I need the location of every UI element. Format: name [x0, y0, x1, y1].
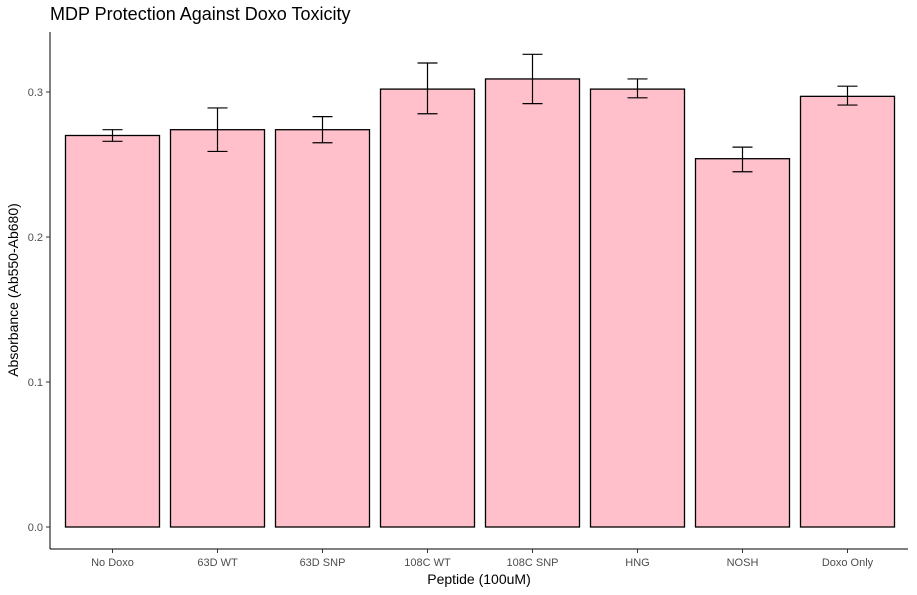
x-tick-label: No Doxo: [91, 557, 134, 569]
bar: [274, 129, 371, 528]
bar: [484, 78, 581, 528]
y-tick-label: 0.2: [28, 232, 43, 244]
x-tick-label: HNG: [625, 557, 649, 569]
y-ticks-group: 0.0 0.1 0.2 0.3: [28, 87, 50, 534]
x-tick-label: 108C WT: [404, 557, 451, 569]
error-bars-group: [102, 53, 858, 173]
bars-group: [64, 78, 896, 528]
x-tick-label: 63D SNP: [300, 557, 346, 569]
bar: [694, 158, 791, 528]
y-axis-title: Absorbance (Ab550-Ab680): [5, 203, 21, 377]
bar: [589, 88, 686, 528]
y-tick-label: 0.0: [28, 522, 43, 534]
bar: [379, 88, 476, 528]
x-tick-label: 63D WT: [197, 557, 238, 569]
x-tick-label: 108C SNP: [507, 557, 559, 569]
x-tick-label: Doxo Only: [822, 557, 874, 569]
x-ticks-group: No Doxo 63D WT 63D SNP 108C WT 108C SNP HNG NO…: [91, 549, 874, 569]
bar: [169, 129, 266, 528]
x-axis-title: Peptide (100uM): [427, 571, 531, 587]
x-tick-label: NOSH: [727, 557, 759, 569]
chart-title: MDP Protection Against Doxo Toxicity: [50, 4, 350, 24]
bar: [799, 95, 896, 528]
y-tick-label: 0.1: [28, 377, 43, 389]
bar: [64, 134, 161, 528]
y-tick-label: 0.3: [28, 87, 43, 99]
